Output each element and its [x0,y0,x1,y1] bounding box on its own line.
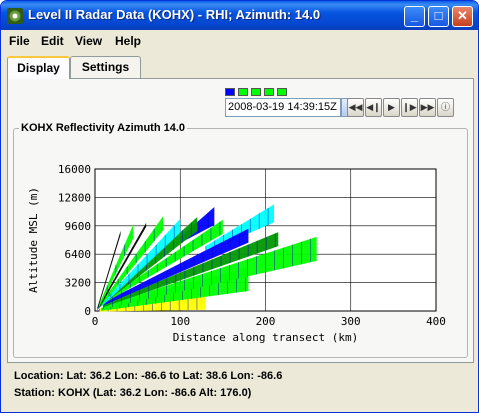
radar-beam [103,232,279,308]
x-tick-label: 100 [170,315,190,328]
tab-settings[interactable]: Settings [70,56,141,78]
window-title: Level II Radar Data (KOHX) - RHI; Azimut… [28,7,321,22]
last-frame-button[interactable]: ▶▶ [419,98,436,117]
frame-swatch[interactable] [277,88,287,96]
radar-app-icon [7,8,23,24]
location-text: Location: Lat: 36.2 Lon: -86.6 to Lat: 3… [14,370,283,382]
x-tick-label: 0 [92,315,99,328]
menu-help[interactable]: Help [115,34,142,48]
first-frame-button[interactable]: ◀◀ [347,98,364,117]
extra-band [205,204,275,252]
y-tick-label: 3200 [65,277,92,290]
x-tick-label: 200 [256,315,276,328]
x-axis-label: Distance along transect (km) [173,331,358,344]
y-axis-label: Altitude MSL (m) [27,187,40,293]
frame-swatch[interactable] [225,88,235,96]
radar-beam [103,236,317,309]
maximize-icon: □ [434,8,443,23]
station-text: Station: KOHX (Lat: 36.2 Lon: -86.6 Alt:… [14,387,252,399]
time-selector[interactable]: 2008-03-19 14:39:15Z [225,98,341,117]
y-tick-label: 16000 [58,163,91,176]
maximize-button[interactable]: □ [428,6,449,27]
rhi-plot[interactable]: 0 100 200 300 400 0 3200 6400 9600 12800 16000 Dist… [17,136,467,346]
play-button[interactable]: ▶ [383,98,400,117]
radar-beam [101,218,181,307]
y-tick-label: 12800 [58,191,91,204]
menu-file[interactable]: File [9,34,30,48]
minimize-button[interactable]: _ [404,6,425,27]
display-group [13,128,468,358]
menu-view[interactable]: View [75,34,103,48]
properties-button[interactable]: ⓘ [437,98,454,117]
prev-frame-button[interactable]: ◀❙ [365,98,382,117]
menu-bar: File Edit View Help [1,30,478,52]
x-tick-label: 400 [426,315,446,328]
frame-swatch[interactable] [238,88,248,96]
y-tick-label: 0 [84,305,91,318]
frame-swatch[interactable] [264,88,274,96]
title-bar[interactable]: Level II Radar Data (KOHX) - RHI; Azimut… [1,1,478,30]
tab-display[interactable]: Display [7,56,70,79]
radar-beam [100,216,164,308]
y-tick-label: 9600 [65,220,92,233]
frame-swatch[interactable] [251,88,261,96]
next-frame-button[interactable]: ❙▶ [401,98,418,117]
group-title: KOHX Reflectivity Azimuth 14.0 [19,122,188,134]
minimize-icon: _ [410,8,419,23]
close-button[interactable]: ✕ [452,6,473,27]
x-tick-label: 300 [341,315,361,328]
menu-edit[interactable]: Edit [41,34,64,48]
y-tick-label: 6400 [65,248,92,261]
close-icon: ✕ [457,8,468,23]
